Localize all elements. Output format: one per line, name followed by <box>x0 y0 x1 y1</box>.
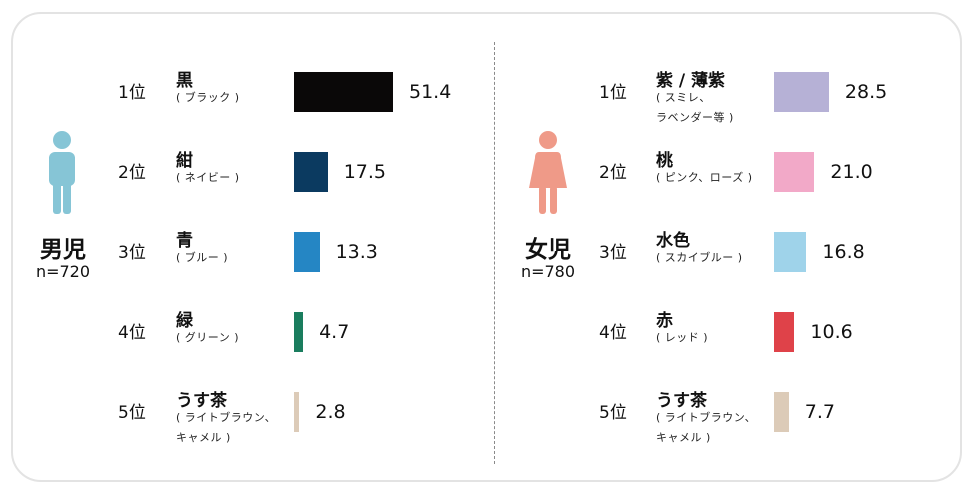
color-name-label: 水色 <box>656 231 690 251</box>
girl-icon-dress <box>529 152 567 188</box>
color-name-label: 黒 <box>176 71 193 91</box>
center-divider <box>494 42 495 464</box>
color-sub-label: キャメル ) <box>176 431 231 444</box>
value-bar <box>774 312 795 352</box>
rank-label: 5位 <box>118 403 146 423</box>
color-sub-label: ( グリーン ) <box>176 331 240 344</box>
color-sub-label: キャメル ) <box>656 431 711 444</box>
girls-gender-label: 女児 <box>525 237 571 263</box>
color-sub-label: ( スカイブルー ) <box>656 251 743 264</box>
value-bar <box>294 152 328 192</box>
boy-icon-leg-right <box>63 180 71 214</box>
boy-icon-head <box>53 131 71 149</box>
value-label: 28.5 <box>844 81 888 103</box>
color-sub-label: ( スミレ、 <box>656 91 711 104</box>
color-name-label: 紫 / 薄紫 <box>656 71 726 91</box>
value-label: 13.3 <box>335 241 378 263</box>
rank-label: 5位 <box>599 403 627 423</box>
color-sub-label: ( ピンク、ローズ ) <box>656 171 753 184</box>
color-sub-label: ( レッド ) <box>656 331 709 344</box>
color-name-label: 桃 <box>656 151 673 171</box>
value-label: 51.4 <box>409 81 452 103</box>
rank-label: 2位 <box>118 163 146 183</box>
value-bar <box>294 392 300 432</box>
girl-icon <box>529 131 567 214</box>
value-bar <box>294 72 393 112</box>
value-bar <box>294 232 320 272</box>
rank-label: 2位 <box>599 163 627 183</box>
color-sub-label: ( ライトブラウン、 <box>176 411 277 424</box>
rank-label: 1位 <box>118 83 146 103</box>
boy-icon <box>49 131 75 214</box>
girl-icon-head <box>539 131 557 149</box>
rank-label: 3位 <box>599 243 627 263</box>
color-sub-label: ( ネイビー ) <box>176 171 240 184</box>
girls-sample-size: n=780 <box>520 262 576 281</box>
value-label: 17.5 <box>343 161 386 183</box>
value-label: 7.7 <box>804 401 836 423</box>
girl-icon-leg-right <box>550 186 557 214</box>
color-sub-label: ( ブラック ) <box>176 91 240 104</box>
boys-sample-size: n=720 <box>35 262 91 281</box>
color-name-label: 緑 <box>176 311 193 331</box>
value-label: 10.6 <box>810 321 853 343</box>
boy-icon-body <box>49 152 75 186</box>
value-bar <box>774 392 789 432</box>
value-bar <box>294 312 304 352</box>
boys-gender-label: 男児 <box>40 237 86 263</box>
value-label: 21.0 <box>830 161 873 183</box>
color-sub-label: ( ライトブラウン、 <box>656 411 757 424</box>
value-label: 4.7 <box>319 321 350 343</box>
rank-label: 3位 <box>118 243 146 263</box>
value-bar <box>774 152 815 192</box>
boys-panel: 男児 n=720 1位 黒( ブラック ) 51.4 2位 紺( ネイビー ) 17.5 3… <box>35 71 452 444</box>
value-bar <box>774 72 829 112</box>
color-name-label: 赤 <box>656 311 673 331</box>
value-label: 16.8 <box>822 241 865 263</box>
boy-icon-leg-left <box>53 180 61 214</box>
rank-label: 4位 <box>118 323 146 343</box>
rank-label: 4位 <box>599 323 627 343</box>
color-name-label: うす茶 <box>656 391 707 411</box>
value-label: 2.8 <box>315 401 346 423</box>
rank-label: 1位 <box>599 83 627 103</box>
color-name-label: 紺 <box>176 151 193 171</box>
color-name-label: うす茶 <box>176 391 227 411</box>
girl-icon-leg-left <box>539 186 546 214</box>
color-sub-label: ( ブルー ) <box>176 251 229 264</box>
color-sub-label: ラベンダー等 ) <box>656 111 734 124</box>
color-name-label: 青 <box>176 231 193 251</box>
value-bar <box>774 232 807 272</box>
